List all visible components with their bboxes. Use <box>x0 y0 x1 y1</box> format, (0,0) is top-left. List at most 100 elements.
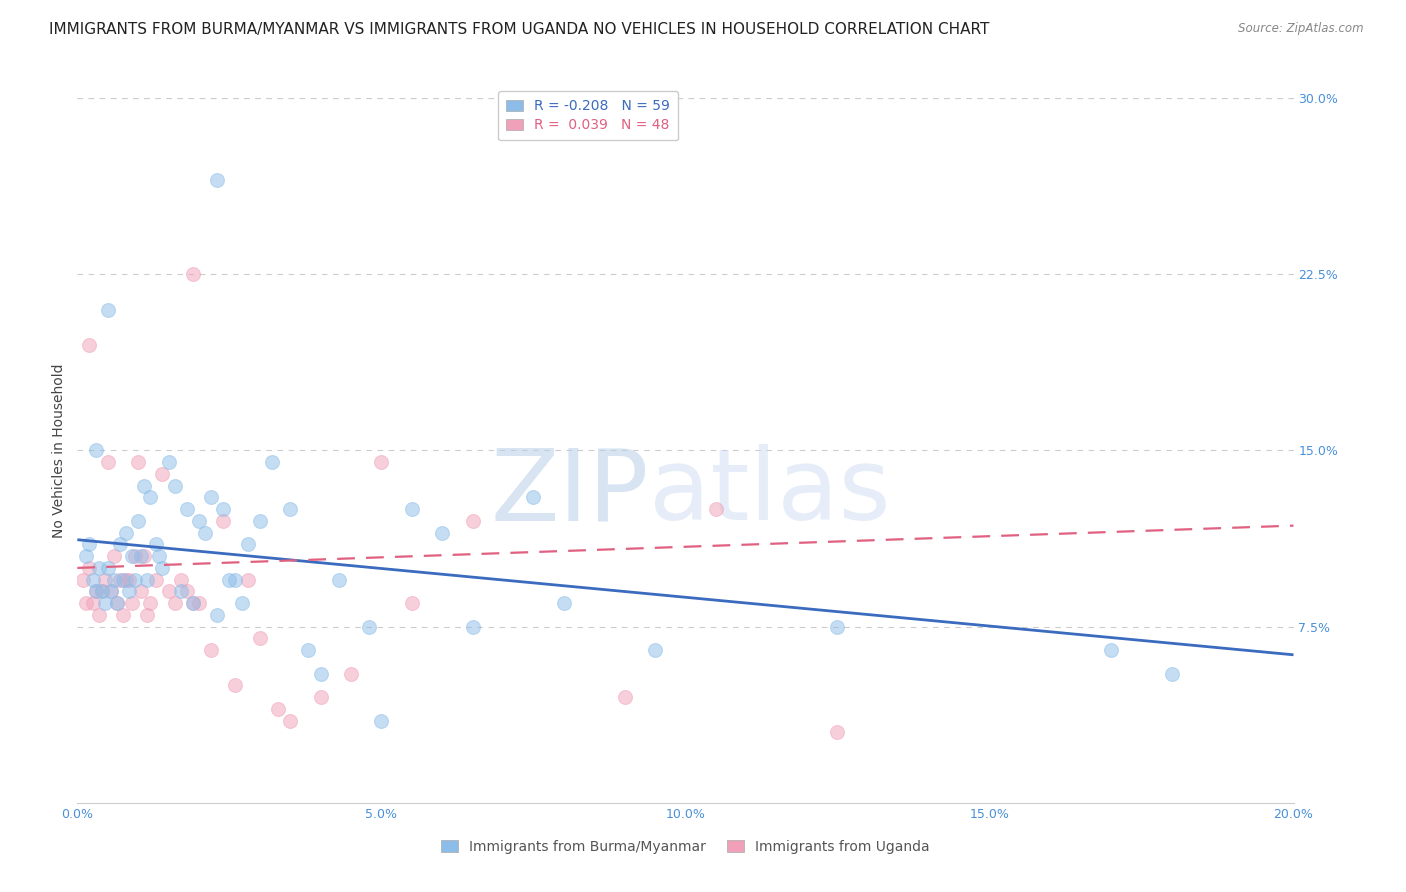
Point <box>1161 666 1184 681</box>
Point <box>157 584 180 599</box>
Point <box>97 302 120 317</box>
Point <box>82 596 104 610</box>
Point <box>87 607 110 622</box>
Point <box>1099 643 1122 657</box>
Point <box>90 584 112 599</box>
Point <box>309 690 332 705</box>
Point <box>212 502 235 516</box>
Point <box>127 514 149 528</box>
Point <box>118 573 141 587</box>
Point <box>124 549 146 564</box>
Point <box>236 537 259 551</box>
Point <box>93 596 115 610</box>
Point <box>827 725 849 739</box>
Point <box>121 596 143 610</box>
Point <box>644 643 666 657</box>
Point <box>613 690 636 705</box>
Point <box>75 596 97 610</box>
Point <box>553 596 575 610</box>
Point <box>136 573 159 587</box>
Point <box>218 573 240 587</box>
Point <box>148 549 170 564</box>
Point <box>145 573 167 587</box>
Point <box>188 596 211 610</box>
Text: Source: ZipAtlas.com: Source: ZipAtlas.com <box>1239 22 1364 36</box>
Point <box>152 561 174 575</box>
Point <box>139 491 162 505</box>
Point <box>84 443 107 458</box>
Point <box>309 666 332 681</box>
Legend: Immigrants from Burma/Myanmar, Immigrants from Uganda: Immigrants from Burma/Myanmar, Immigrant… <box>436 834 935 859</box>
Point <box>134 478 156 492</box>
Point <box>827 619 849 633</box>
Text: IMMIGRANTS FROM BURMA/MYANMAR VS IMMIGRANTS FROM UGANDA NO VEHICLES IN HOUSEHOLD: IMMIGRANTS FROM BURMA/MYANMAR VS IMMIGRA… <box>49 22 990 37</box>
Point <box>170 573 193 587</box>
Point <box>163 596 186 610</box>
Point <box>115 525 138 540</box>
Point <box>105 596 128 610</box>
Point <box>278 502 301 516</box>
Point <box>205 173 228 187</box>
Point <box>79 338 101 352</box>
Point <box>370 714 392 728</box>
Point <box>121 549 143 564</box>
Point <box>139 596 162 610</box>
Point <box>124 573 146 587</box>
Point <box>176 584 198 599</box>
Point <box>328 573 350 587</box>
Point <box>188 514 211 528</box>
Point <box>231 596 253 610</box>
Point <box>200 491 222 505</box>
Point <box>136 607 159 622</box>
Point <box>79 561 101 575</box>
Point <box>118 584 141 599</box>
Point <box>82 573 104 587</box>
Point <box>340 666 363 681</box>
Point <box>278 714 301 728</box>
Point <box>461 514 484 528</box>
Point <box>522 491 544 505</box>
Point <box>127 455 149 469</box>
Point <box>249 514 271 528</box>
Point <box>181 596 204 610</box>
Point <box>75 549 97 564</box>
Point <box>108 573 131 587</box>
Point <box>212 514 235 528</box>
Point <box>260 455 283 469</box>
Point <box>401 596 423 610</box>
Point <box>163 478 186 492</box>
Text: atlas: atlas <box>650 444 890 541</box>
Point <box>84 584 107 599</box>
Point <box>461 619 484 633</box>
Y-axis label: No Vehicles in Household: No Vehicles in Household <box>52 363 66 538</box>
Point <box>297 643 319 657</box>
Point <box>115 573 138 587</box>
Point <box>170 584 193 599</box>
Point <box>79 537 101 551</box>
Point <box>430 525 453 540</box>
Point <box>111 573 134 587</box>
Point <box>194 525 217 540</box>
Point <box>181 596 204 610</box>
Point <box>111 607 134 622</box>
Point <box>401 502 423 516</box>
Point <box>90 584 112 599</box>
Point <box>100 584 122 599</box>
Point <box>224 573 246 587</box>
Point <box>103 549 125 564</box>
Point <box>108 537 131 551</box>
Point <box>129 549 152 564</box>
Point <box>145 537 167 551</box>
Point <box>97 455 120 469</box>
Point <box>105 596 128 610</box>
Point <box>100 584 122 599</box>
Point <box>249 632 271 646</box>
Point <box>129 584 152 599</box>
Point <box>236 573 259 587</box>
Point <box>87 561 110 575</box>
Point <box>205 607 228 622</box>
Point <box>93 573 115 587</box>
Point <box>704 502 727 516</box>
Point <box>176 502 198 516</box>
Point <box>359 619 381 633</box>
